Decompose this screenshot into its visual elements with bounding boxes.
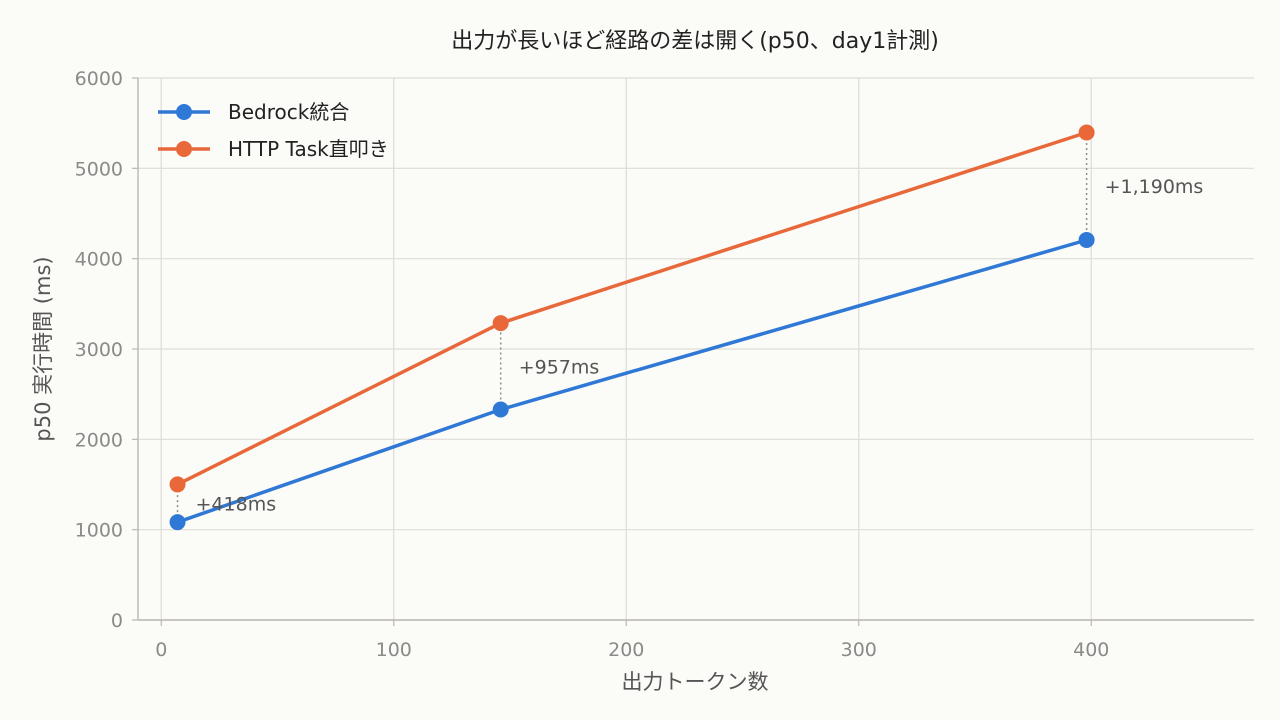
y-tick-label: 6000	[75, 68, 123, 90]
difference-annotation: +957ms	[519, 356, 600, 378]
axes: 0 1000 2000 3000 4000 5000 6000 0 100 200 300 400	[75, 68, 1254, 661]
x-axis-title: 出力トークン数	[622, 670, 769, 694]
series-group	[169, 124, 1095, 531]
y-tick-label: 2000	[75, 429, 123, 451]
y-tick-label: 1000	[75, 520, 123, 542]
data-point	[492, 315, 509, 332]
series-line-1	[175, 130, 1089, 487]
x-tick-label: 0	[155, 639, 167, 661]
data-point	[492, 401, 509, 418]
legend-swatch-marker	[176, 104, 192, 120]
legend: Bedrock統合 HTTP Task直叩き	[158, 100, 389, 161]
legend-label: Bedrock統合	[228, 100, 349, 124]
series-line-0	[175, 238, 1089, 524]
difference-annotation: +1,190ms	[1105, 176, 1204, 198]
data-point	[169, 476, 186, 493]
y-tick-label: 4000	[75, 249, 123, 271]
x-tick-label: 300	[841, 639, 877, 661]
y-axis-title: p50 実行時間 (ms)	[31, 256, 55, 441]
x-tick-label: 200	[608, 639, 644, 661]
y-tick-label: 3000	[75, 339, 123, 361]
difference-markers	[176, 132, 1088, 523]
data-point	[1078, 124, 1095, 141]
y-tick-label: 0	[111, 610, 123, 632]
x-tick-label: 400	[1073, 639, 1109, 661]
legend-swatch-marker	[176, 141, 192, 157]
legend-label: HTTP Task直叩き	[228, 137, 389, 161]
y-tick-label: 5000	[75, 158, 123, 180]
x-tick-label: 100	[376, 639, 412, 661]
data-point	[169, 514, 186, 531]
difference-annotation: +418ms	[196, 493, 277, 515]
data-point	[1078, 231, 1095, 248]
annotations: +418ms +957ms +1,190ms	[196, 176, 1204, 515]
chart-title: 出力が長いほど経路の差は開く(p50、day1計測)	[451, 29, 939, 54]
